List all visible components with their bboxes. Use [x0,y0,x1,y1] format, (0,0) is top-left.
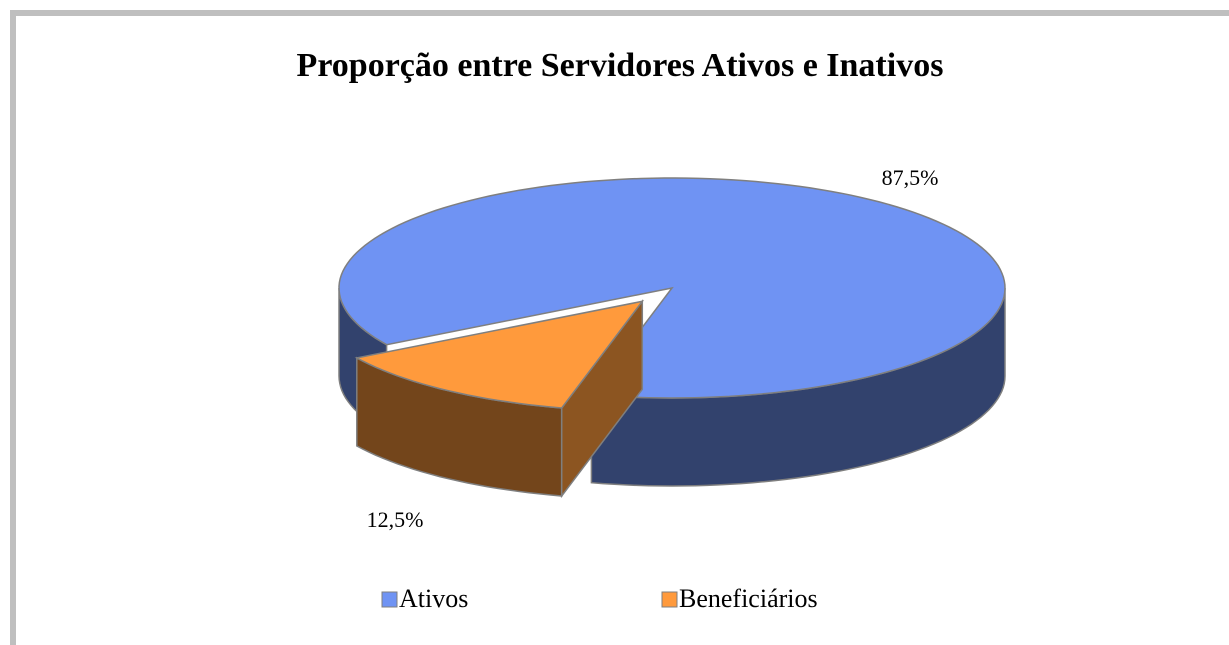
slice-top [338,177,1006,399]
legend-swatch [381,591,398,608]
legend-label: Beneficiários [679,584,818,613]
frame-left [10,10,16,645]
slice-top [354,300,645,409]
legend-label: Ativos [399,584,468,613]
chart-title: Proporção entre Servidores Ativos e Inat… [297,47,944,84]
frame-top [10,10,1229,16]
data-label: 12,5% [367,507,424,532]
data-label: 87,5% [882,165,939,190]
legend-swatch [661,591,678,608]
